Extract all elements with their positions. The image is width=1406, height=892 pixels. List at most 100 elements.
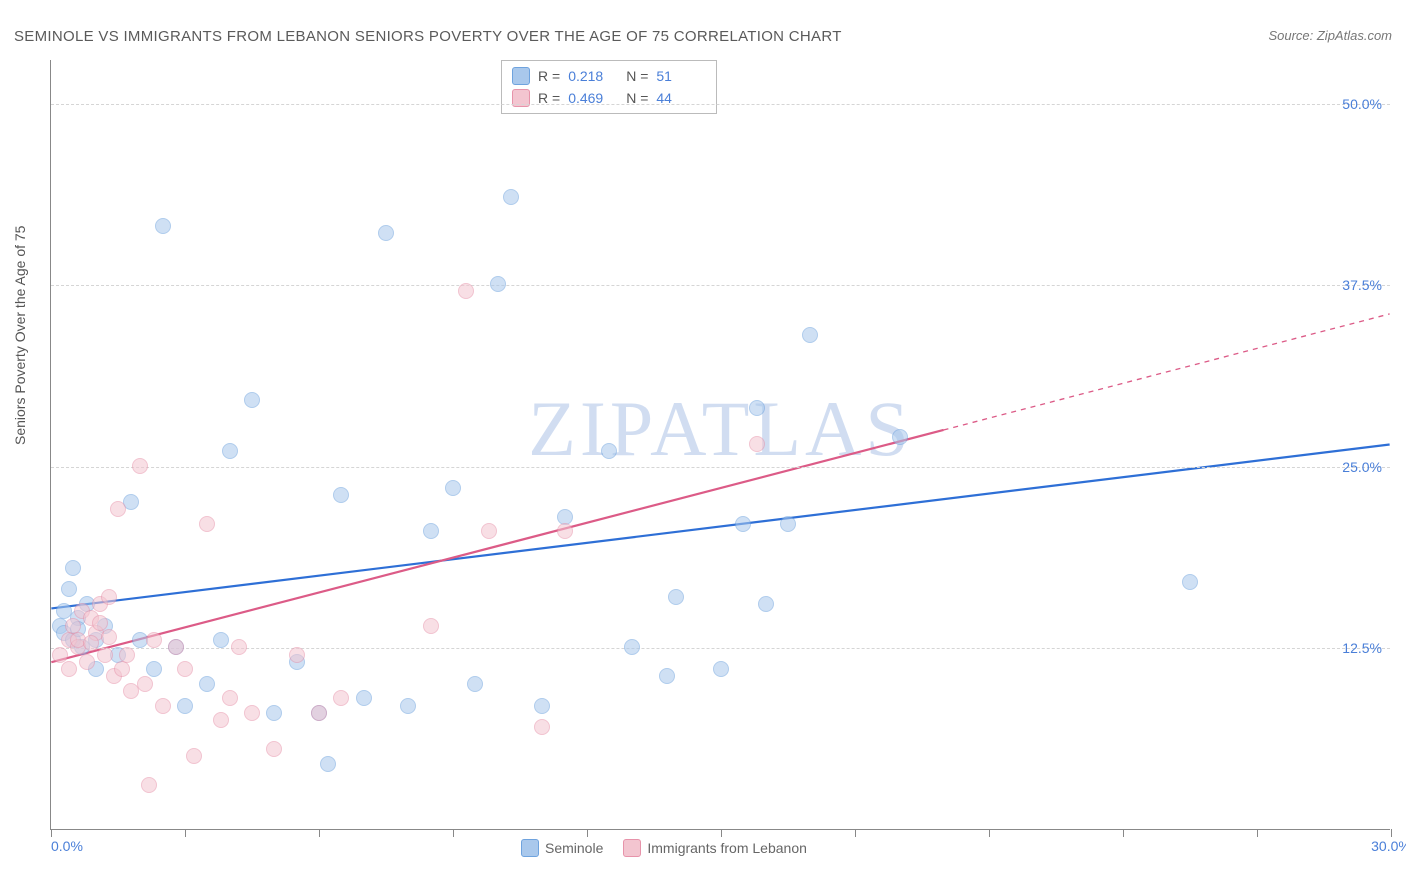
- source-attribution: Source: ZipAtlas.com: [1268, 28, 1392, 43]
- gridline: [51, 648, 1390, 649]
- y-axis-label: Seniors Poverty Over the Age of 75: [12, 226, 28, 445]
- scatter-point: [601, 443, 617, 459]
- scatter-point: [146, 661, 162, 677]
- scatter-point: [97, 647, 113, 663]
- scatter-point: [780, 516, 796, 532]
- scatter-point: [749, 400, 765, 416]
- scatter-point: [713, 661, 729, 677]
- y-axis-tick-label: 12.5%: [1342, 640, 1382, 656]
- scatter-point: [79, 654, 95, 670]
- x-axis-tick-label: 0.0%: [51, 838, 83, 854]
- scatter-point: [378, 225, 394, 241]
- x-axis-tick: [453, 829, 454, 837]
- gridline: [51, 285, 1390, 286]
- scatter-point: [155, 698, 171, 714]
- scatter-point: [110, 501, 126, 517]
- scatter-point: [244, 705, 260, 721]
- stat-r-label: R =: [538, 68, 560, 84]
- scatter-point: [52, 647, 68, 663]
- scatter-point: [83, 635, 99, 651]
- scatter-point: [481, 523, 497, 539]
- scatter-point: [61, 581, 77, 597]
- x-axis-tick: [319, 829, 320, 837]
- legend-swatch: [623, 839, 641, 857]
- scatter-point: [61, 661, 77, 677]
- scatter-point: [802, 327, 818, 343]
- scatter-point: [213, 632, 229, 648]
- scatter-point: [892, 429, 908, 445]
- x-axis-tick: [855, 829, 856, 837]
- scatter-point: [137, 676, 153, 692]
- scatter-point: [119, 647, 135, 663]
- scatter-point: [445, 480, 461, 496]
- x-axis-tick: [1391, 829, 1392, 837]
- gridline: [51, 467, 1390, 468]
- y-axis-tick-label: 37.5%: [1342, 277, 1382, 293]
- scatter-point: [244, 392, 260, 408]
- scatter-point: [356, 690, 372, 706]
- y-axis-tick-label: 50.0%: [1342, 96, 1382, 112]
- scatter-point: [557, 523, 573, 539]
- scatter-point: [231, 639, 247, 655]
- scatter-point: [458, 283, 474, 299]
- scatter-point: [490, 276, 506, 292]
- x-axis-tick: [721, 829, 722, 837]
- scatter-point: [266, 705, 282, 721]
- scatter-point: [155, 218, 171, 234]
- scatter-point: [146, 632, 162, 648]
- scatter-point: [177, 661, 193, 677]
- stat-r-value: 0.218: [568, 68, 618, 84]
- series-legend: Seminole Immigrants from Lebanon: [521, 839, 807, 857]
- correlation-legend: R = 0.218 N = 51 R = 0.469 N = 44: [501, 60, 717, 114]
- legend-item: Immigrants from Lebanon: [623, 839, 807, 857]
- scatter-point: [101, 629, 117, 645]
- legend-swatch: [521, 839, 539, 857]
- legend-swatch-seminole: [512, 67, 530, 85]
- scatter-point: [503, 189, 519, 205]
- scatter-point: [311, 705, 327, 721]
- x-axis-tick: [587, 829, 588, 837]
- scatter-point: [624, 639, 640, 655]
- scatter-point: [534, 719, 550, 735]
- legend-row-lebanon: R = 0.469 N = 44: [512, 87, 706, 109]
- chart-title: SEMINOLE VS IMMIGRANTS FROM LEBANON SENI…: [14, 28, 842, 45]
- x-axis-tick: [1123, 829, 1124, 837]
- scatter-point: [266, 741, 282, 757]
- scatter-point: [65, 618, 81, 634]
- scatter-point: [213, 712, 229, 728]
- scatter-point: [114, 661, 130, 677]
- scatter-point: [659, 668, 675, 684]
- scatter-point: [92, 615, 108, 631]
- scatter-point: [132, 458, 148, 474]
- legend-row-seminole: R = 0.218 N = 51: [512, 65, 706, 87]
- scatter-point: [222, 690, 238, 706]
- scatter-point: [199, 516, 215, 532]
- scatter-point: [186, 748, 202, 764]
- scatter-point: [1182, 574, 1198, 590]
- scatter-point: [333, 690, 349, 706]
- scatter-point: [199, 676, 215, 692]
- scatter-point: [423, 618, 439, 634]
- gridline: [51, 104, 1390, 105]
- x-axis-tick-label: 30.0%: [1371, 838, 1406, 854]
- y-axis-tick-label: 25.0%: [1342, 459, 1382, 475]
- watermark: ZIPATLAS: [528, 384, 913, 474]
- x-axis-tick: [185, 829, 186, 837]
- scatter-point: [735, 516, 751, 532]
- legend-item: Seminole: [521, 839, 603, 857]
- scatter-point: [467, 676, 483, 692]
- legend-label: Immigrants from Lebanon: [647, 840, 807, 856]
- scatter-point: [168, 639, 184, 655]
- scatter-point: [668, 589, 684, 605]
- scatter-point: [177, 698, 193, 714]
- legend-label: Seminole: [545, 840, 603, 856]
- scatter-point: [222, 443, 238, 459]
- plot-area: ZIPATLAS R = 0.218 N = 51 R = 0.469 N = …: [50, 60, 1390, 830]
- x-axis-tick: [989, 829, 990, 837]
- x-axis-tick: [1257, 829, 1258, 837]
- scatter-point: [400, 698, 416, 714]
- scatter-point: [320, 756, 336, 772]
- scatter-point: [141, 777, 157, 793]
- scatter-point: [289, 647, 305, 663]
- stat-n-value: 51: [656, 68, 706, 84]
